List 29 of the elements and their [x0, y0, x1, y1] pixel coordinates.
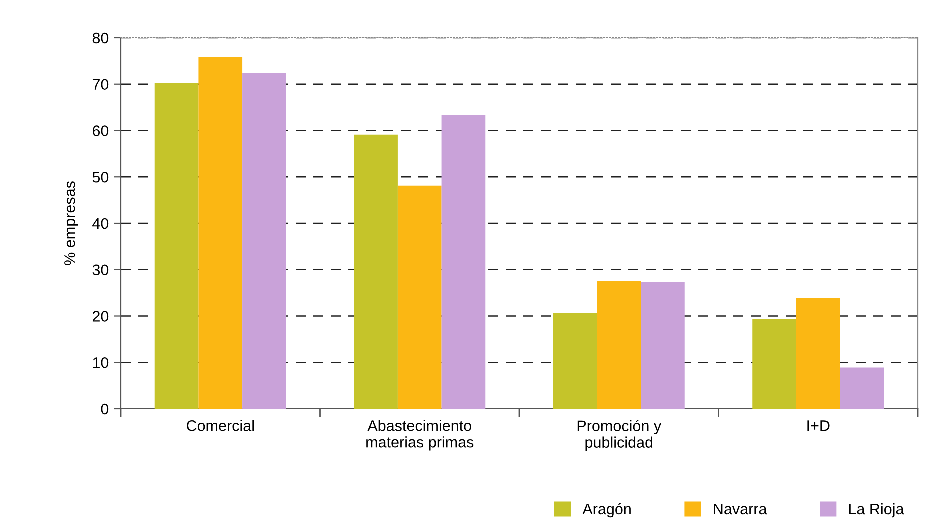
bar — [398, 186, 442, 409]
y-tick-label: 10 — [93, 357, 109, 368]
y-tick-label: 50 — [92, 172, 109, 183]
bar — [198, 57, 243, 409]
y-tick-label: 30 — [92, 264, 109, 276]
y-tick-label: 60 — [92, 126, 109, 136]
y-axis-title: % empresas — [64, 182, 78, 266]
bar — [641, 282, 685, 409]
legend-label: Navarra — [714, 504, 768, 515]
x-tick-label: Abastecimiento materias primas — [366, 420, 474, 451]
x-tick-label: Comercial — [187, 420, 254, 432]
y-tick-label: 0 — [101, 404, 109, 415]
x-tick-label: I+D — [808, 420, 830, 432]
y-tick-label: 70 — [92, 79, 109, 90]
y-tick-label: 20 — [92, 311, 109, 322]
bar — [442, 115, 486, 409]
y-tick-label: 40 — [92, 218, 109, 230]
x-tick-label: Promoción y publicidad — [578, 420, 662, 451]
bar — [242, 73, 286, 409]
legend-label: La Rioja — [849, 503, 904, 518]
bar — [553, 313, 598, 409]
y-tick-label: 80 — [92, 32, 109, 44]
bar — [597, 281, 642, 409]
bar — [354, 134, 398, 409]
bar — [796, 298, 840, 409]
bar — [752, 319, 796, 409]
legend-label: Aragón — [582, 503, 631, 518]
bar — [840, 368, 884, 409]
bar — [154, 82, 199, 409]
